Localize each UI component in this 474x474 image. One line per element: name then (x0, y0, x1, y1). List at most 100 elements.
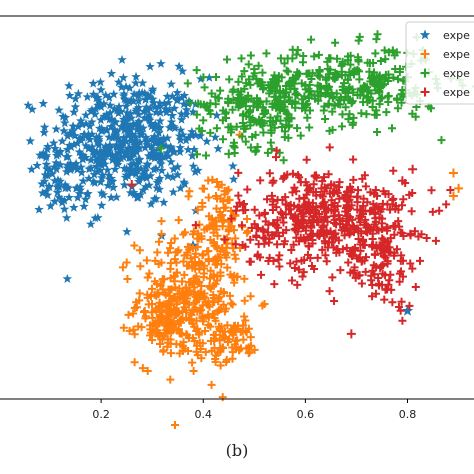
data-point (171, 248, 180, 257)
data-point (299, 268, 308, 277)
data-point (216, 86, 225, 95)
data-point (222, 355, 231, 364)
data-point (132, 124, 142, 134)
data-point (166, 375, 175, 384)
data-point (401, 304, 414, 316)
data-point (145, 61, 155, 71)
data-point (25, 136, 35, 146)
data-point (127, 166, 137, 176)
data-point (154, 184, 165, 194)
data-point (223, 55, 232, 64)
data-point (236, 94, 245, 103)
data-point (286, 200, 295, 209)
data-point (201, 327, 210, 336)
data-point (369, 261, 378, 270)
data-point (240, 274, 249, 283)
data-point (309, 180, 318, 189)
data-point (66, 162, 77, 172)
data-point (155, 107, 165, 117)
data-point (42, 144, 53, 154)
data-point (389, 221, 398, 230)
data-point (159, 98, 170, 108)
data-point (149, 123, 159, 133)
data-point (103, 180, 113, 190)
data-point (324, 170, 333, 179)
data-point (167, 91, 178, 101)
data-point (339, 223, 348, 232)
data-point (172, 93, 183, 103)
data-point (38, 98, 48, 108)
data-point (86, 219, 96, 229)
data-point (370, 250, 379, 259)
data-point (174, 61, 184, 71)
data-point (229, 244, 238, 253)
data-point (337, 61, 346, 70)
data-point (349, 223, 358, 232)
data-point (113, 133, 124, 143)
data-point (130, 330, 139, 339)
data-point (150, 101, 161, 111)
data-point (212, 204, 221, 213)
data-point (132, 303, 141, 312)
data-point (346, 329, 356, 339)
data-point (341, 103, 350, 112)
data-point (152, 306, 161, 315)
data-point (123, 274, 132, 283)
data-point (70, 102, 81, 112)
data-point (105, 100, 115, 110)
data-point (109, 116, 120, 126)
data-point (88, 78, 98, 88)
data-point (166, 121, 177, 131)
data-point (137, 78, 148, 88)
data-point (96, 102, 106, 112)
data-point (267, 191, 276, 200)
data-point (129, 309, 138, 318)
data-point (273, 195, 282, 204)
data-point (252, 74, 261, 83)
data-point (244, 91, 253, 100)
data-point (136, 130, 147, 140)
data-point (55, 176, 65, 186)
data-point (52, 187, 63, 197)
data-point (118, 263, 127, 272)
data-point (69, 139, 79, 149)
data-point (394, 302, 403, 311)
data-point (121, 95, 131, 105)
data-point (155, 340, 164, 349)
data-point (163, 171, 173, 181)
data-point (143, 273, 152, 282)
data-point (292, 50, 301, 59)
data-point (223, 239, 232, 248)
data-point (211, 330, 220, 339)
data-point (190, 298, 199, 307)
data-point (185, 278, 194, 287)
data-point (135, 246, 144, 255)
data-point (105, 108, 115, 118)
data-point (196, 74, 206, 84)
data-point (373, 30, 382, 39)
data-point (225, 291, 234, 300)
data-point (89, 169, 99, 179)
data-point (380, 46, 389, 55)
data-point (166, 157, 176, 167)
data-point (170, 306, 179, 315)
data-point (192, 272, 201, 281)
data-point (78, 176, 88, 186)
figure-caption: (b) (225, 441, 249, 460)
data-point (357, 279, 366, 288)
data-point (338, 110, 347, 119)
data-point (373, 128, 382, 137)
data-point (437, 136, 446, 145)
data-point (130, 358, 139, 367)
data-point (162, 326, 171, 335)
data-point (149, 164, 159, 174)
data-point (226, 270, 235, 279)
data-point (343, 75, 352, 84)
data-point (291, 211, 300, 220)
data-point (355, 32, 364, 41)
data-point (302, 155, 311, 164)
data-point (110, 125, 120, 135)
legend-label: expe (443, 86, 470, 99)
data-point (153, 122, 164, 132)
